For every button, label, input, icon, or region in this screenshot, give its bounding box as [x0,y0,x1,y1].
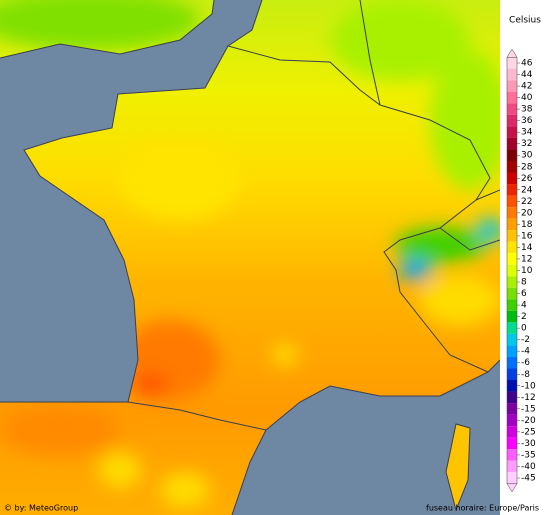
map-area [0,0,500,515]
legend-swatch [507,68,517,81]
temperature-patches [0,0,500,508]
legend-tick-label: 46 [521,59,533,69]
atlantic-sea [0,0,262,402]
legend-swatch [507,414,517,427]
legend-swatch [507,114,517,127]
legend-swatch [507,437,517,450]
legend-tick-label: 34 [521,128,533,138]
legend-swatch [507,241,517,254]
legend-swatch [507,149,517,161]
legend-tick-label: 6 [521,289,527,299]
legend-frame [506,56,518,485]
legend-swatch [507,253,517,265]
legend-tick-label: 0 [521,324,527,334]
legend-tick-label: 20 [521,208,533,218]
legend-swatch [507,356,517,369]
legend-tick-label: 42 [521,82,532,92]
legend-tick-label: 28 [521,162,533,172]
legend-tick-label: -35 [521,450,536,460]
legend-swatch [507,184,517,196]
legend-tick-label: 36 [521,116,533,126]
coastline [0,0,500,515]
legend-title: Celsius [509,16,541,26]
legend-tick-label: 16 [521,231,533,241]
legend-tick-label: 10 [521,266,533,276]
legend-swatch [507,368,517,381]
legend-swatch [507,91,517,104]
legend-swatch [507,299,517,311]
legend-tick-label: 44 [521,70,533,80]
legend-swatch [507,276,517,288]
legend-tick-label: 26 [521,174,533,184]
legend-swatch [507,126,517,138]
legend-swatch [507,172,517,185]
legend-swatch [507,160,517,173]
legend-swatch [507,103,517,115]
legend-tick-label: 14 [521,243,533,253]
legend-tick-label: 30 [521,151,533,161]
legend-swatch [507,449,517,461]
legend-swatch [507,391,517,404]
legend-tick-label: 12 [521,254,532,264]
legend-swatch [507,322,517,334]
legend-tick-label: -6 [521,358,530,368]
legend-swatch [507,195,517,208]
legend-swatch [507,333,517,346]
legend-tick-label: -2 [521,335,530,345]
legend-swatch [507,345,517,357]
legend-tick-label: 8 [521,278,527,288]
legend-tick-label: 32 [521,139,532,149]
legend-swatch [507,403,517,415]
legend-swatch [507,426,517,438]
legend-tick-label: -8 [521,370,530,380]
legend-swatch [507,137,517,150]
country-borders [127,0,500,431]
legend-swatch [507,207,517,219]
legend-swatch [507,218,517,231]
legend-tick-label: -20 [521,416,536,426]
legend-tick-label: 38 [521,105,533,115]
mediterranean-sea [232,360,500,515]
legend-tick-label: -10 [521,381,536,391]
legend-tick-label: 18 [521,220,533,230]
credit: © by: MeteoGroup [4,504,78,513]
legend-swatch [507,472,517,484]
legend-tick-label: -12 [521,393,536,403]
legend-tick-label: 40 [521,93,533,103]
legend-swatch [507,230,517,242]
legend-tick-label: -25 [521,427,536,437]
legend-swatch [507,310,517,323]
timezone-note: fuseau horaire: Europe/Paris [426,504,539,513]
legend-swatch [507,460,517,473]
legend-swatch [507,80,517,92]
legend-tick-label: -4 [521,347,530,357]
legend-tick-label: -40 [521,462,536,472]
legend-tick-label: 4 [521,301,527,311]
legend-tick-label: 2 [521,312,527,322]
legend-swatch [507,380,517,392]
legend-swatch [507,57,517,69]
legend-swatch [507,264,517,277]
legend-swatch [507,287,517,300]
legend-tick-label: 22 [521,197,532,207]
legend-tick-label: -15 [521,404,536,414]
legend-tick-label: 24 [521,185,533,195]
legend-tick-label: -45 [521,474,536,484]
legend-tick-label: -30 [521,439,536,449]
